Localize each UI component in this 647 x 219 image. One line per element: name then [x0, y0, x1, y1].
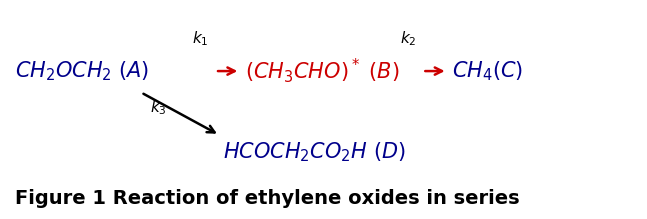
Text: $\mathit{k}_1$: $\mathit{k}_1$	[192, 30, 209, 48]
Text: $\mathit{CH_4(C)}$: $\mathit{CH_4(C)}$	[452, 59, 523, 83]
Text: $\mathit{CH_2OCH_2}$ $\mathit{(A)}$: $\mathit{CH_2OCH_2}$ $\mathit{(A)}$	[16, 59, 149, 83]
Text: $\mathit{k}_2$: $\mathit{k}_2$	[400, 30, 416, 48]
Text: $\mathit{(CH_3CHO)^*}$ $\mathit{(B)}$: $\mathit{(CH_3CHO)^*}$ $\mathit{(B)}$	[245, 57, 399, 85]
Text: $\mathit{k}_3$: $\mathit{k}_3$	[150, 98, 167, 117]
Text: Figure 1 Reaction of ethylene oxides in series: Figure 1 Reaction of ethylene oxides in …	[16, 189, 520, 208]
Text: $\mathit{HCOCH_2CO_2H}$ $\mathit{(D)}$: $\mathit{HCOCH_2CO_2H}$ $\mathit{(D)}$	[223, 140, 405, 164]
